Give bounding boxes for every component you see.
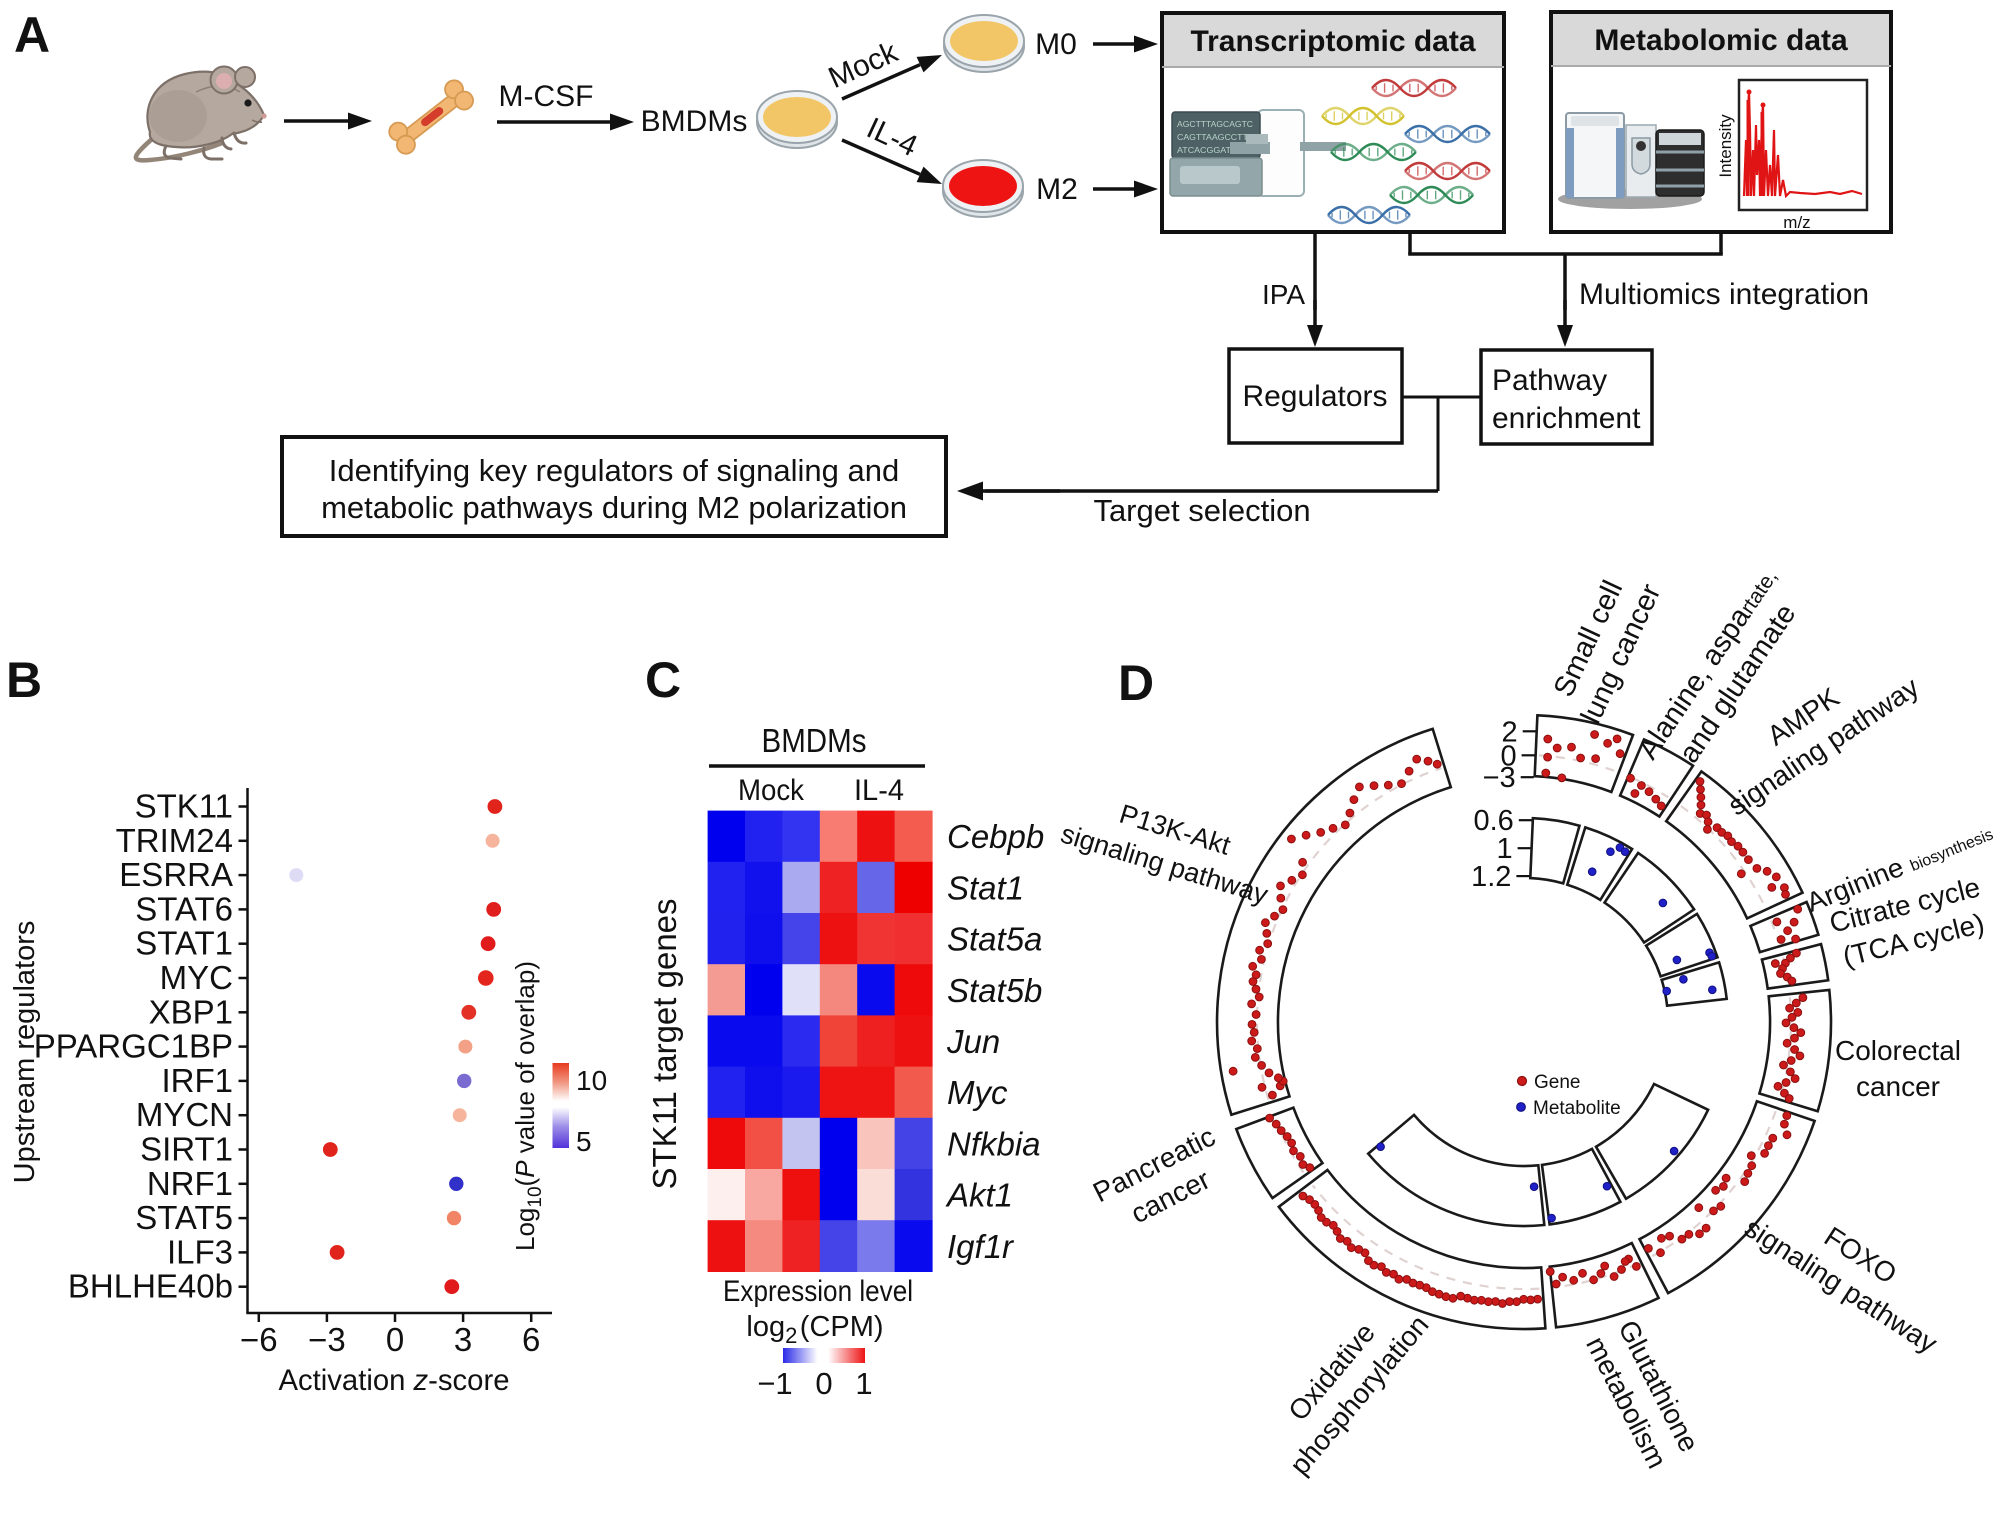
svg-text:Akt1: Akt1 <box>945 1177 1013 1214</box>
svg-text:M-CSF: M-CSF <box>499 80 594 113</box>
svg-text:−1: −1 <box>757 1366 792 1401</box>
svg-text:Stat1: Stat1 <box>947 869 1024 906</box>
svg-text:Pathway: Pathway <box>1492 364 1607 397</box>
svg-text:IPA: IPA <box>1262 279 1305 310</box>
svg-text:log2 (CPM): log2 (CPM) <box>746 1311 883 1348</box>
svg-text:BMDMs: BMDMs <box>641 105 748 138</box>
svg-text:STAT1: STAT1 <box>135 925 233 962</box>
svg-text:Nfkbia: Nfkbia <box>947 1125 1041 1162</box>
svg-text:M2: M2 <box>1036 173 1078 206</box>
svg-text:−3: −3 <box>308 1321 346 1358</box>
svg-text:Gene: Gene <box>1534 1072 1580 1093</box>
svg-text:Mock: Mock <box>824 35 904 95</box>
svg-text:Log10(P value of overlap): Log10(P value of overlap) <box>510 961 546 1251</box>
svg-text:−6: −6 <box>240 1321 278 1358</box>
svg-text:Target selection: Target selection <box>1093 493 1310 528</box>
svg-text:A: A <box>14 7 50 63</box>
svg-text:m/z: m/z <box>1783 213 1810 232</box>
svg-text:STAT6: STAT6 <box>135 890 233 927</box>
svg-text:Colorectal: Colorectal <box>1835 1035 1961 1066</box>
svg-text:3: 3 <box>454 1321 472 1358</box>
svg-text:C: C <box>645 652 681 708</box>
svg-text:SIRT1: SIRT1 <box>140 1131 233 1168</box>
svg-text:Stat5a: Stat5a <box>947 921 1042 958</box>
svg-text:0: 0 <box>1500 740 1516 772</box>
svg-text:0: 0 <box>815 1366 832 1401</box>
svg-text:Regulators: Regulators <box>1242 380 1387 413</box>
svg-text:AGCTTTAGCAGTC: AGCTTTAGCAGTC <box>1177 120 1253 129</box>
svg-text:CAGTTAAGCCTTA: CAGTTAAGCCTTA <box>1177 133 1254 142</box>
svg-text:10: 10 <box>576 1065 607 1096</box>
svg-text:TRIM24: TRIM24 <box>116 822 233 859</box>
svg-text:5: 5 <box>576 1126 592 1157</box>
svg-text:XBP1: XBP1 <box>149 993 233 1030</box>
svg-text:B: B <box>6 652 42 708</box>
svg-text:cancer: cancer <box>1856 1071 1940 1102</box>
svg-text:Jun: Jun <box>946 1023 1000 1060</box>
svg-text:Multiomics integration: Multiomics integration <box>1579 278 1869 311</box>
svg-text:6: 6 <box>522 1321 540 1358</box>
svg-text:MYC: MYC <box>160 959 233 996</box>
svg-text:−3: −3 <box>1483 762 1516 794</box>
svg-text:Metabolomic data: Metabolomic data <box>1594 24 1848 57</box>
svg-text:STK11: STK11 <box>135 788 233 825</box>
svg-text:MYCN: MYCN <box>136 1096 233 1133</box>
svg-text:NRF1: NRF1 <box>147 1165 233 1202</box>
svg-text:D: D <box>1118 655 1154 711</box>
svg-text:Mock: Mock <box>738 774 805 807</box>
svg-text:IL-4: IL-4 <box>862 112 923 164</box>
svg-text:Expression level: Expression level <box>723 1275 913 1308</box>
svg-text:BMDMs: BMDMs <box>762 722 867 759</box>
svg-text:2: 2 <box>1502 716 1518 748</box>
svg-text:metabolic pathways during M2 p: metabolic pathways during M2 polarizatio… <box>321 490 907 525</box>
svg-text:1: 1 <box>1496 833 1512 865</box>
svg-text:BHLHE40b: BHLHE40b <box>68 1268 233 1305</box>
svg-text:M0: M0 <box>1035 28 1077 61</box>
svg-text:Activation z-score: Activation z-score <box>279 1364 510 1397</box>
svg-text:STK11 target genes: STK11 target genes <box>646 898 683 1189</box>
svg-text:enrichment: enrichment <box>1492 402 1641 435</box>
svg-text:ESRRA: ESRRA <box>119 856 233 893</box>
svg-text:Cebpb: Cebpb <box>947 818 1044 855</box>
svg-text:IL-4: IL-4 <box>854 774 904 807</box>
svg-text:Metabolite: Metabolite <box>1533 1098 1621 1119</box>
svg-text:Identifying key regulators of: Identifying key regulators of signaling … <box>329 453 899 488</box>
svg-text:IRF1: IRF1 <box>161 1062 233 1099</box>
svg-text:Stat5b: Stat5b <box>947 972 1042 1009</box>
svg-text:Intensity: Intensity <box>1716 114 1735 178</box>
svg-text:1.2: 1.2 <box>1471 861 1511 893</box>
svg-text:0: 0 <box>386 1321 404 1358</box>
svg-text:Igf1r: Igf1r <box>947 1228 1015 1265</box>
svg-text:ILF3: ILF3 <box>167 1233 233 1270</box>
svg-text:0.6: 0.6 <box>1473 805 1513 837</box>
svg-text:ATCACGGATTTAA: ATCACGGATTTAA <box>1177 146 1254 155</box>
svg-text:Upstream regulators: Upstream regulators <box>9 921 41 1184</box>
svg-text:Transcriptomic data: Transcriptomic data <box>1190 25 1475 58</box>
svg-text:STAT5: STAT5 <box>135 1199 233 1236</box>
svg-text:PPARGC1BP: PPARGC1BP <box>34 1028 233 1065</box>
svg-text:1: 1 <box>855 1366 872 1401</box>
svg-text:Myc: Myc <box>947 1074 1008 1111</box>
